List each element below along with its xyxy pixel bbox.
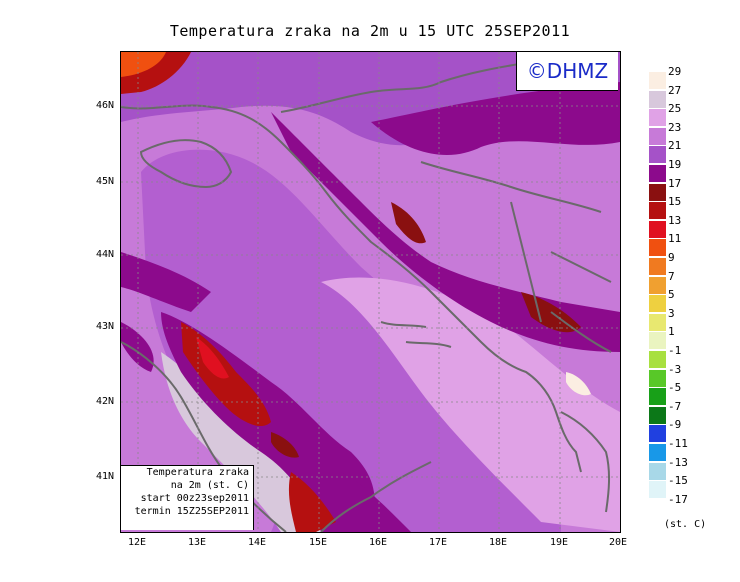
legend-swatch — [649, 258, 666, 275]
lat-label: 42N — [95, 396, 114, 407]
lon-label: 15E — [308, 537, 328, 548]
lon-label: 20E — [608, 537, 628, 548]
legend-swatch — [649, 72, 666, 89]
legend-swatch — [649, 332, 666, 350]
lon-label: 12E — [127, 537, 147, 548]
info-line-1: Temperatura zraka — [146, 467, 249, 478]
legend-label: -15 — [668, 474, 688, 488]
legend-label: 25 — [668, 102, 682, 116]
legend-label: 23 — [668, 120, 682, 134]
legend-label: 11 — [668, 232, 682, 246]
legend-label: 27 — [668, 83, 682, 97]
legend-label: 7 — [668, 269, 675, 283]
legend-label: 3 — [668, 306, 675, 320]
info-line-3: start 00z23sep2011 — [140, 493, 249, 504]
legend-label: 9 — [668, 251, 675, 264]
lon-label: 14E — [247, 537, 267, 548]
legend-swatch — [649, 146, 666, 164]
legend-label: 21 — [668, 139, 682, 153]
legend-label: -1 — [668, 344, 682, 357]
legend-label: -7 — [668, 399, 682, 413]
legend-swatch — [649, 109, 666, 127]
lon-label: 18E — [488, 537, 508, 548]
lat-label: 46N — [95, 100, 114, 111]
legend-swatch — [649, 444, 666, 461]
legend-swatch — [649, 276, 666, 294]
info-line-4: termin 15Z25SEP2011 — [134, 506, 249, 517]
lat-label: 45N — [95, 176, 114, 187]
legend-label: 19 — [668, 158, 682, 171]
legend-swatch — [649, 313, 666, 331]
lon-label: 13E — [187, 537, 207, 548]
temperature-map — [120, 51, 621, 533]
map-canvas — [121, 52, 620, 532]
lon-label: 17E — [428, 537, 448, 548]
legend-label: -17 — [668, 492, 688, 506]
legend-label: 1 — [668, 325, 675, 339]
lat-label: 41N — [95, 471, 114, 482]
dhmz-logo: ©DHMZ — [516, 52, 618, 91]
legend-label: 5 — [668, 288, 675, 302]
lon-label: 19E — [549, 537, 569, 548]
legend-swatch — [649, 369, 666, 387]
legend-swatch — [649, 406, 666, 424]
legend-units: (st. C) — [664, 519, 707, 530]
legend-swatch — [649, 127, 666, 145]
legend-swatch — [649, 481, 666, 499]
legend-swatch — [649, 388, 666, 406]
legend-label: -9 — [668, 418, 682, 432]
legend-label: 29 — [668, 65, 682, 78]
legend-swatch — [649, 220, 666, 238]
legend-label: -13 — [668, 455, 688, 469]
legend-swatch — [649, 183, 666, 201]
legend-swatch — [649, 202, 666, 220]
info-line-2: na 2m (st. C) — [170, 480, 249, 491]
legend-label: -3 — [668, 362, 682, 376]
lat-label: 43N — [95, 321, 114, 332]
legend-label: -5 — [668, 381, 682, 395]
legend-label: 13 — [668, 213, 682, 227]
map-title: Temperatura zraka na 2m u 15 UTC 25SEP20… — [169, 22, 571, 40]
legend-label: 17 — [668, 176, 682, 190]
legend-swatch — [649, 295, 666, 313]
legend-swatch — [649, 239, 666, 257]
legend-label: -11 — [668, 437, 688, 450]
legend-swatch — [649, 90, 666, 108]
legend-swatch — [649, 425, 666, 443]
legend-label: 15 — [668, 195, 682, 209]
lat-label: 44N — [95, 249, 114, 260]
legend-swatch — [649, 462, 666, 480]
legend-swatch — [649, 165, 666, 182]
lon-label: 16E — [368, 537, 388, 548]
info-box: Temperatura zraka na 2m (st. C) start 00… — [121, 465, 254, 530]
legend-swatch — [649, 351, 666, 368]
